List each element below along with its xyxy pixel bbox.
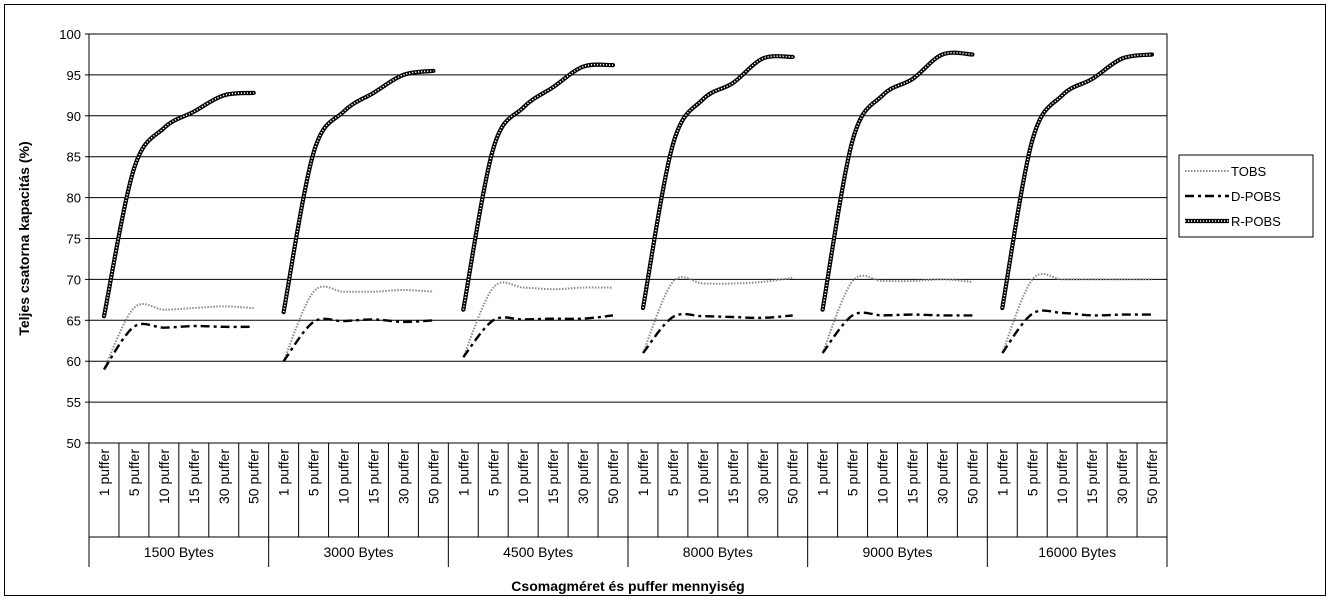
x-subcategory-label: 30 puffer bbox=[755, 449, 771, 504]
x-subcategory-label: 15 puffer bbox=[1084, 449, 1100, 504]
x-subcategory-label: 50 puffer bbox=[605, 449, 621, 504]
series-r-pobs bbox=[101, 50, 1155, 319]
x-subcategory-label: 30 puffer bbox=[216, 449, 232, 504]
series-line bbox=[1001, 272, 1152, 354]
series-line bbox=[462, 281, 614, 358]
x-group-label: 16000 Bytes bbox=[1038, 544, 1116, 560]
x-subcategory-label: 5 puffer bbox=[845, 449, 861, 497]
x-subcategory-label: 15 puffer bbox=[545, 449, 561, 504]
x-subcategory-label: 10 puffer bbox=[156, 449, 172, 504]
x-subcategory-label: 50 puffer bbox=[425, 449, 441, 504]
x-subcategory-label: 1 puffer bbox=[96, 449, 112, 497]
series-line-inner bbox=[462, 63, 614, 310]
series-line bbox=[1001, 309, 1153, 354]
series-line-outer bbox=[640, 54, 795, 311]
x-subcategory-label: 30 puffer bbox=[395, 449, 411, 504]
x-subcategory-label: 5 puffer bbox=[1024, 449, 1040, 497]
legend-label: TOBS bbox=[1231, 164, 1266, 179]
series-line bbox=[103, 322, 254, 371]
line-chart: 50 55 60 65 70 75 80 85 90 95 100 1 puffer 5 puffer… bbox=[16, 27, 1314, 594]
series-line bbox=[282, 285, 434, 362]
y-axis-label: Teljes csatorna kapacitás (%) bbox=[16, 141, 32, 335]
series-line-inner bbox=[642, 55, 793, 309]
y-tick-label: 85 bbox=[67, 150, 81, 165]
y-tick-label: 90 bbox=[67, 109, 81, 124]
x-subcategory-label: 10 puffer bbox=[336, 449, 352, 504]
legend-label: D-POBS bbox=[1231, 189, 1281, 204]
gridlines bbox=[88, 33, 1168, 444]
y-tick-label: 65 bbox=[67, 313, 81, 328]
x-subcategory-label: 15 puffer bbox=[365, 449, 381, 504]
series-line bbox=[642, 312, 793, 354]
x-subcategory-label: 10 puffer bbox=[515, 449, 531, 504]
x-category-labels: 1 puffer 5 puffer 10 puffer 15 puffer 30 puf… bbox=[88, 443, 1168, 567]
x-group-label: 1500 Bytes bbox=[144, 544, 214, 560]
series-line bbox=[821, 274, 973, 354]
x-subcategory-label: 30 puffer bbox=[575, 449, 591, 504]
x-subcategory-label: 5 puffer bbox=[126, 449, 142, 497]
y-tick-label: 55 bbox=[67, 395, 81, 410]
series-line bbox=[821, 311, 973, 354]
x-subcategory-label: 50 puffer bbox=[246, 449, 262, 504]
chart-frame: 50 55 60 65 70 75 80 85 90 95 100 1 puffer 5 puffer… bbox=[4, 4, 1326, 596]
series-line bbox=[282, 317, 434, 362]
x-subcategory-label: 50 puffer bbox=[785, 449, 801, 504]
series-line bbox=[642, 276, 793, 354]
y-tick-label: 100 bbox=[59, 27, 81, 42]
x-subcategory-label: 1 puffer bbox=[276, 449, 292, 497]
x-subcategory-label: 50 puffer bbox=[1144, 449, 1160, 504]
x-subcategory-label: 30 puffer bbox=[934, 449, 950, 504]
x-subcategory-label: 50 puffer bbox=[964, 449, 980, 504]
x-subcategory-label: 30 puffer bbox=[1114, 449, 1130, 504]
series-line-outer bbox=[820, 50, 975, 312]
series-line-inner bbox=[282, 70, 434, 313]
y-tick-label: 80 bbox=[67, 191, 81, 206]
x-group-label: 8000 Bytes bbox=[683, 544, 753, 560]
x-subcategory-label: 1 puffer bbox=[455, 449, 471, 497]
y-tick-label: 50 bbox=[67, 436, 81, 451]
series-lines bbox=[101, 50, 1155, 371]
x-subcategory-label: 5 puffer bbox=[306, 449, 322, 497]
y-tick-label: 75 bbox=[67, 232, 81, 247]
y-tick-label: 70 bbox=[67, 272, 81, 287]
x-subcategory-label: 15 puffer bbox=[725, 449, 741, 504]
x-subcategory-label: 1 puffer bbox=[815, 449, 831, 497]
legend: TOBS D-POBS R-POBS bbox=[1178, 154, 1314, 238]
y-tick-label: 95 bbox=[67, 68, 81, 83]
series-line bbox=[462, 314, 614, 358]
series-line-outer bbox=[461, 62, 616, 312]
x-subcategory-label: 15 puffer bbox=[904, 449, 920, 504]
series-line-inner bbox=[103, 92, 254, 317]
x-subcategory-label: 1 puffer bbox=[635, 449, 651, 497]
y-tick-labels: 50 55 60 65 70 75 80 85 90 95 100 bbox=[59, 27, 89, 451]
x-subcategory-label: 5 puffer bbox=[665, 449, 681, 497]
series-tobs bbox=[103, 272, 1152, 370]
x-axis-label: Csomagméret és puffer mennyiség bbox=[511, 578, 744, 594]
x-subcategory-label: 10 puffer bbox=[1054, 449, 1070, 504]
series-line-outer bbox=[101, 90, 256, 319]
y-tick-label: 60 bbox=[67, 354, 81, 369]
x-subcategory-label: 10 puffer bbox=[875, 449, 891, 504]
series-line-inner bbox=[821, 51, 973, 310]
x-group-label: 4500 Bytes bbox=[503, 544, 573, 560]
series-d-pobs bbox=[103, 309, 1153, 371]
series-line bbox=[103, 303, 254, 370]
series-line-outer bbox=[281, 68, 436, 315]
legend-box bbox=[1178, 154, 1314, 238]
series-line-outer bbox=[1000, 52, 1155, 311]
x-subcategory-label: 1 puffer bbox=[994, 449, 1010, 497]
legend-label: R-POBS bbox=[1231, 214, 1281, 229]
x-subcategory-label: 15 puffer bbox=[186, 449, 202, 504]
x-subcategory-label: 10 puffer bbox=[695, 449, 711, 504]
x-group-label: 3000 Bytes bbox=[323, 544, 393, 560]
x-group-label: 9000 Bytes bbox=[862, 544, 932, 560]
x-subcategory-label: 5 puffer bbox=[485, 449, 501, 497]
